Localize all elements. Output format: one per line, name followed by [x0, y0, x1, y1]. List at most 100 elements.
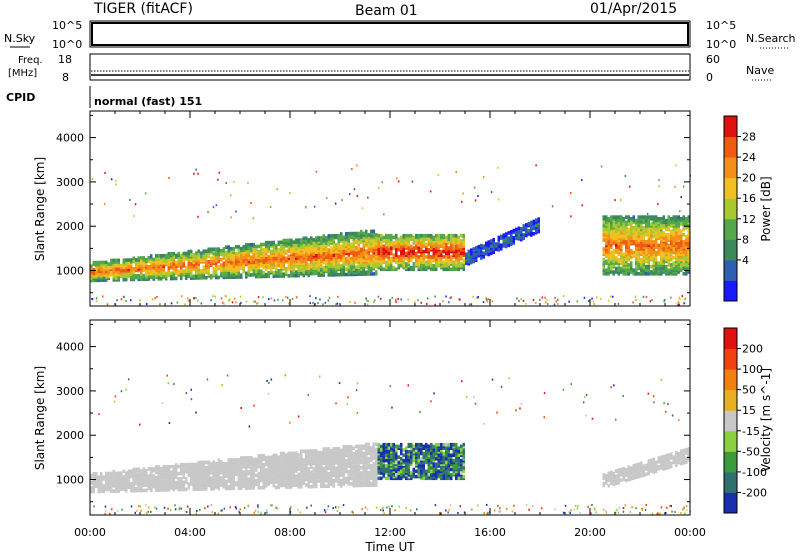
data-cell	[120, 482, 123, 486]
data-cell	[262, 462, 265, 467]
data-cell	[365, 471, 368, 475]
data-cell	[612, 259, 615, 264]
data-cell	[652, 259, 655, 264]
data-cell	[365, 451, 368, 456]
data-cell	[662, 236, 665, 241]
data-cell	[232, 257, 235, 262]
data-cell	[122, 272, 125, 277]
data-cell	[320, 481, 323, 485]
data-cell	[192, 253, 195, 257]
data-cell	[332, 234, 335, 238]
data-cell	[472, 256, 475, 260]
data-cell	[225, 273, 228, 278]
data-cell	[320, 461, 323, 466]
data-cell	[332, 258, 335, 263]
data-cell	[610, 261, 613, 265]
data-cell	[350, 476, 353, 481]
data-cell	[245, 484, 248, 489]
scatter-point	[289, 192, 291, 195]
data-cell	[670, 263, 673, 267]
scatter-point	[225, 182, 227, 184]
data-cell	[660, 259, 663, 264]
data-cell	[225, 263, 228, 267]
data-cell	[365, 460, 368, 464]
data-cell	[262, 271, 265, 275]
data-cell	[452, 233, 455, 238]
data-cell	[245, 475, 248, 480]
data-cell	[202, 249, 205, 253]
data-cell	[675, 241, 678, 246]
data-cell	[247, 262, 250, 267]
data-cell	[357, 231, 360, 236]
data-cell	[682, 215, 685, 219]
data-cell	[367, 458, 370, 463]
data-cell	[97, 260, 100, 265]
data-cell	[675, 234, 678, 239]
data-cell	[380, 233, 383, 238]
data-cell	[200, 480, 203, 484]
data-cell	[175, 253, 178, 258]
data-cell	[465, 252, 468, 257]
data-cell	[640, 263, 643, 267]
data-cell	[147, 256, 150, 260]
data-cell	[675, 231, 678, 235]
data-cell	[522, 224, 525, 228]
data-cell	[377, 244, 380, 249]
data-cell	[100, 471, 103, 476]
scatter-point	[497, 166, 499, 169]
data-cell	[607, 217, 610, 221]
data-cell	[247, 470, 250, 474]
data-cell	[602, 233, 605, 237]
data-cell	[127, 476, 130, 481]
data-cell	[457, 235, 460, 240]
data-cell	[645, 272, 648, 276]
data-cell	[335, 242, 338, 247]
scatter-point	[305, 206, 307, 209]
data-cell	[222, 256, 225, 260]
data-cell	[207, 272, 210, 276]
date-label: 01/Apr/2015	[590, 1, 677, 17]
data-cell	[665, 264, 668, 269]
data-cell	[440, 233, 443, 238]
data-cell	[607, 236, 610, 241]
data-cell	[270, 455, 273, 460]
data-cell	[360, 483, 363, 488]
data-cell	[317, 479, 320, 483]
data-cell	[300, 456, 303, 461]
data-cell	[202, 476, 205, 481]
scatter-point	[245, 300, 248, 303]
data-cell	[102, 475, 105, 479]
data-cell	[617, 263, 620, 267]
data-cell	[357, 464, 360, 468]
data-cell	[682, 233, 685, 237]
scatter-point	[313, 205, 316, 208]
data-cell	[685, 250, 688, 255]
data-cell	[610, 266, 613, 271]
data-cell	[387, 251, 390, 256]
data-cell	[165, 479, 168, 483]
data-cell	[627, 263, 630, 267]
data-cell	[300, 461, 303, 466]
data-cell	[610, 263, 613, 267]
scatter-point	[553, 303, 556, 306]
data-cell	[680, 229, 683, 233]
data-cell	[407, 267, 410, 272]
data-cell	[615, 243, 618, 248]
data-cell	[210, 263, 213, 267]
data-cell	[310, 474, 313, 478]
data-cell	[347, 482, 350, 486]
data-cell	[330, 246, 333, 251]
data-cell	[680, 217, 683, 221]
scatter-point	[397, 298, 399, 300]
data-cell	[667, 243, 670, 248]
data-cell	[502, 238, 505, 243]
data-cell	[220, 476, 223, 480]
data-cell	[240, 246, 243, 251]
data-cell	[190, 249, 193, 254]
data-cell	[92, 260, 95, 265]
scatter-point	[397, 180, 400, 183]
data-cell	[677, 248, 680, 253]
data-cell	[300, 257, 303, 262]
data-cell	[227, 474, 230, 478]
scatter-point	[356, 164, 358, 167]
